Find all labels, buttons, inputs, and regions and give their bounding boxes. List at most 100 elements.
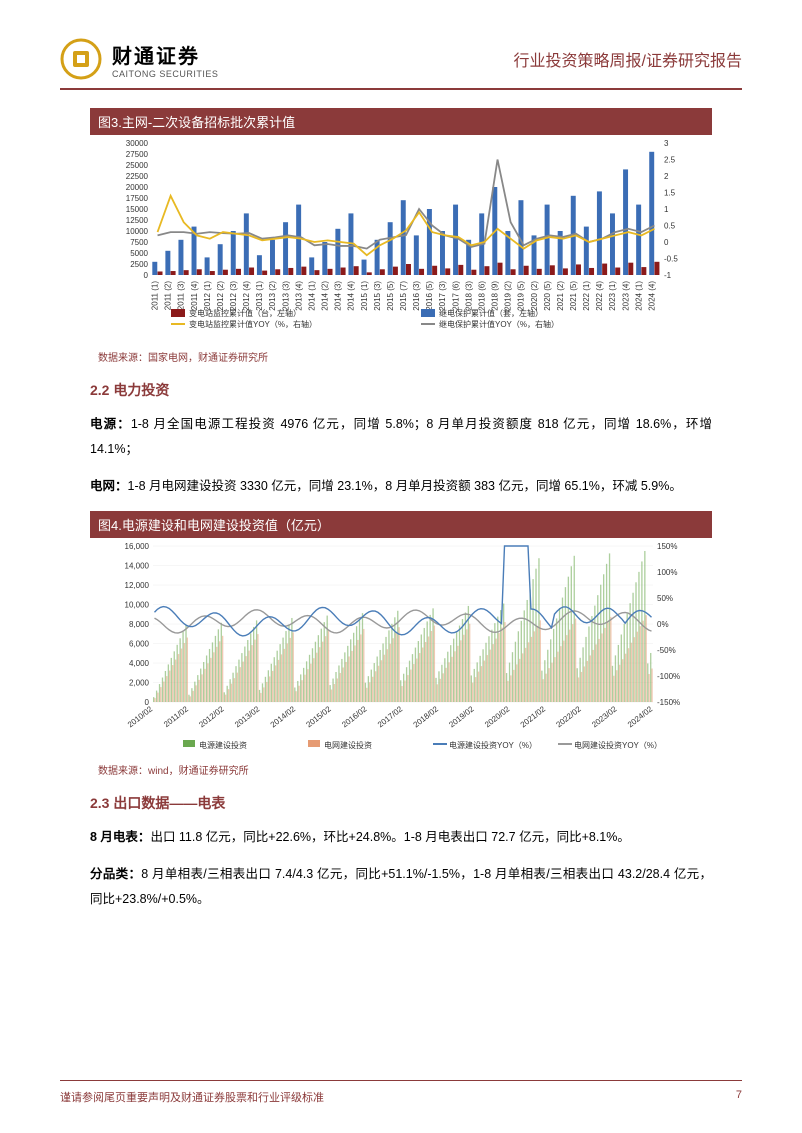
svg-text:2012 (3): 2012 (3) <box>229 281 238 311</box>
svg-text:2011 (2): 2011 (2) <box>164 281 173 311</box>
svg-text:3: 3 <box>664 139 669 148</box>
section-2-3-para-1: 8 月电表：出口 11.8 亿元，同比+22.6%，环比+24.8%。1-8 月… <box>90 825 712 850</box>
svg-text:2015 (5): 2015 (5) <box>386 281 395 311</box>
chart4-title: 图4.电源建设和电网建设投资值（亿元） <box>90 511 712 538</box>
svg-text:2014 (1): 2014 (1) <box>307 281 316 311</box>
svg-text:2019 (5): 2019 (5) <box>517 281 526 311</box>
svg-text:2017 (3): 2017 (3) <box>438 281 447 311</box>
svg-text:7500: 7500 <box>130 238 148 247</box>
svg-text:2010/02: 2010/02 <box>126 704 155 729</box>
svg-text:100%: 100% <box>657 568 677 577</box>
para-bold: 8 月电表： <box>90 830 150 844</box>
para-bold: 电网： <box>90 479 128 493</box>
chart3-source: 数据来源：国家电网，财通证券研究所 <box>98 349 712 364</box>
svg-text:2013 (2): 2013 (2) <box>268 281 277 311</box>
svg-text:2014 (4): 2014 (4) <box>347 281 356 311</box>
svg-text:2018/02: 2018/02 <box>412 704 441 729</box>
svg-text:继电保护累计值（套，左轴）: 继电保护累计值（套，左轴） <box>439 308 543 318</box>
svg-text:-0.5: -0.5 <box>664 255 678 264</box>
page-header: 财通证券 CAITONG SECURITIES 行业投资策略周报/证券研究报告 <box>60 30 742 90</box>
svg-text:2020 (5): 2020 (5) <box>543 281 552 311</box>
svg-text:2012 (2): 2012 (2) <box>216 281 225 311</box>
svg-text:2019 (2): 2019 (2) <box>504 281 513 311</box>
svg-text:2024 (1): 2024 (1) <box>634 281 643 311</box>
svg-text:电网建设投资: 电网建设投资 <box>324 740 372 750</box>
svg-text:2011 (3): 2011 (3) <box>177 281 186 311</box>
svg-text:17500: 17500 <box>126 194 149 203</box>
svg-text:150%: 150% <box>657 542 677 551</box>
svg-text:25000: 25000 <box>126 161 149 170</box>
svg-text:2016 (5): 2016 (5) <box>425 281 434 311</box>
svg-text:4,000: 4,000 <box>129 659 150 668</box>
report-type: 行业投资策略周报/证券研究报告 <box>514 47 742 71</box>
chart3-title: 图3.主网-二次设备招标批次累计值 <box>90 108 712 135</box>
svg-text:12,000: 12,000 <box>125 581 150 590</box>
svg-text:16,000: 16,000 <box>125 542 150 551</box>
svg-text:8,000: 8,000 <box>129 620 150 629</box>
svg-text:2022/02: 2022/02 <box>554 704 583 729</box>
svg-text:22500: 22500 <box>126 172 149 181</box>
svg-text:2018 (9): 2018 (9) <box>491 281 500 311</box>
svg-text:1.5: 1.5 <box>664 189 676 198</box>
svg-text:2022 (4): 2022 (4) <box>595 281 604 311</box>
logo-area: 财通证券 CAITONG SECURITIES <box>60 38 218 80</box>
chart3-container: 0250050007500100001250015000175002000022… <box>90 135 712 345</box>
svg-text:2022 (1): 2022 (1) <box>582 281 591 311</box>
svg-text:-150%: -150% <box>657 698 680 707</box>
svg-text:2500: 2500 <box>130 260 148 269</box>
svg-text:2015/02: 2015/02 <box>304 704 333 729</box>
svg-text:1: 1 <box>664 205 669 214</box>
svg-text:0%: 0% <box>657 620 669 629</box>
svg-text:2014 (3): 2014 (3) <box>334 281 343 311</box>
svg-text:2021 (5): 2021 (5) <box>569 281 578 311</box>
svg-text:2012 (1): 2012 (1) <box>203 281 212 311</box>
svg-text:电网建设投资YOY（%）: 电网建设投资YOY（%） <box>574 740 662 750</box>
section-2-2-para-2: 电网：1-8 月电网建设投资 3330 亿元，同增 23.1%，8 月单月投资额… <box>90 474 712 499</box>
company-name-en: CAITONG SECURITIES <box>112 69 218 79</box>
svg-text:50%: 50% <box>657 594 673 603</box>
footer-disclaimer: 谨请参阅尾页重要声明及财通证券股票和行业评级标准 <box>60 1089 324 1105</box>
svg-text:2,000: 2,000 <box>129 679 150 688</box>
svg-text:15000: 15000 <box>126 205 149 214</box>
svg-text:2011/02: 2011/02 <box>162 704 190 729</box>
para-bold: 分品类： <box>90 867 141 881</box>
svg-text:2023 (4): 2023 (4) <box>621 281 630 311</box>
svg-text:2024/02: 2024/02 <box>626 704 655 729</box>
svg-text:2023 (1): 2023 (1) <box>608 281 617 311</box>
svg-text:0: 0 <box>144 271 149 280</box>
svg-text:2015 (7): 2015 (7) <box>399 281 408 311</box>
section-2-2-heading: 2.2 电力投资 <box>90 380 712 400</box>
svg-text:2019/02: 2019/02 <box>447 704 476 729</box>
svg-text:2013/02: 2013/02 <box>233 704 262 729</box>
svg-text:-1: -1 <box>664 271 672 280</box>
svg-text:2018 (3): 2018 (3) <box>464 281 473 311</box>
section-2-2-para-1: 电源：1-8 月全国电源工程投资 4976 亿元，同增 5.8%；8 月单月投资… <box>90 412 712 462</box>
svg-text:2014 (2): 2014 (2) <box>321 281 330 311</box>
svg-text:-100%: -100% <box>657 672 680 681</box>
svg-text:-50%: -50% <box>657 646 676 655</box>
svg-text:2013 (3): 2013 (3) <box>281 281 290 311</box>
svg-text:0: 0 <box>664 238 669 247</box>
svg-text:2020 (2): 2020 (2) <box>530 281 539 311</box>
chart4-container: 02,0004,0006,0008,00010,00012,00014,0001… <box>90 538 712 758</box>
svg-text:2021/02: 2021/02 <box>519 704 548 729</box>
svg-text:14,000: 14,000 <box>125 562 150 571</box>
svg-text:2: 2 <box>664 172 669 181</box>
svg-text:30000: 30000 <box>126 139 149 148</box>
svg-text:2017/02: 2017/02 <box>376 704 405 729</box>
section-2-3-heading: 2.3 出口数据——电表 <box>90 793 712 813</box>
svg-text:2015 (1): 2015 (1) <box>360 281 369 311</box>
svg-text:2013 (4): 2013 (4) <box>294 281 303 311</box>
svg-text:27500: 27500 <box>126 150 149 159</box>
para-text: 出口 11.8 亿元，同比+22.6%，环比+24.8%。1-8 月电表出口 7… <box>150 830 629 844</box>
svg-text:2020/02: 2020/02 <box>483 704 512 729</box>
svg-text:2011 (4): 2011 (4) <box>190 281 199 311</box>
svg-text:12500: 12500 <box>126 216 149 225</box>
svg-text:2013 (1): 2013 (1) <box>255 281 264 311</box>
para-bold: 电源： <box>90 417 131 431</box>
page-number: 7 <box>736 1089 742 1105</box>
svg-text:0.5: 0.5 <box>664 222 676 231</box>
svg-text:2016 (3): 2016 (3) <box>412 281 421 311</box>
svg-text:2016/02: 2016/02 <box>340 704 369 729</box>
svg-text:2012 (4): 2012 (4) <box>242 281 251 311</box>
